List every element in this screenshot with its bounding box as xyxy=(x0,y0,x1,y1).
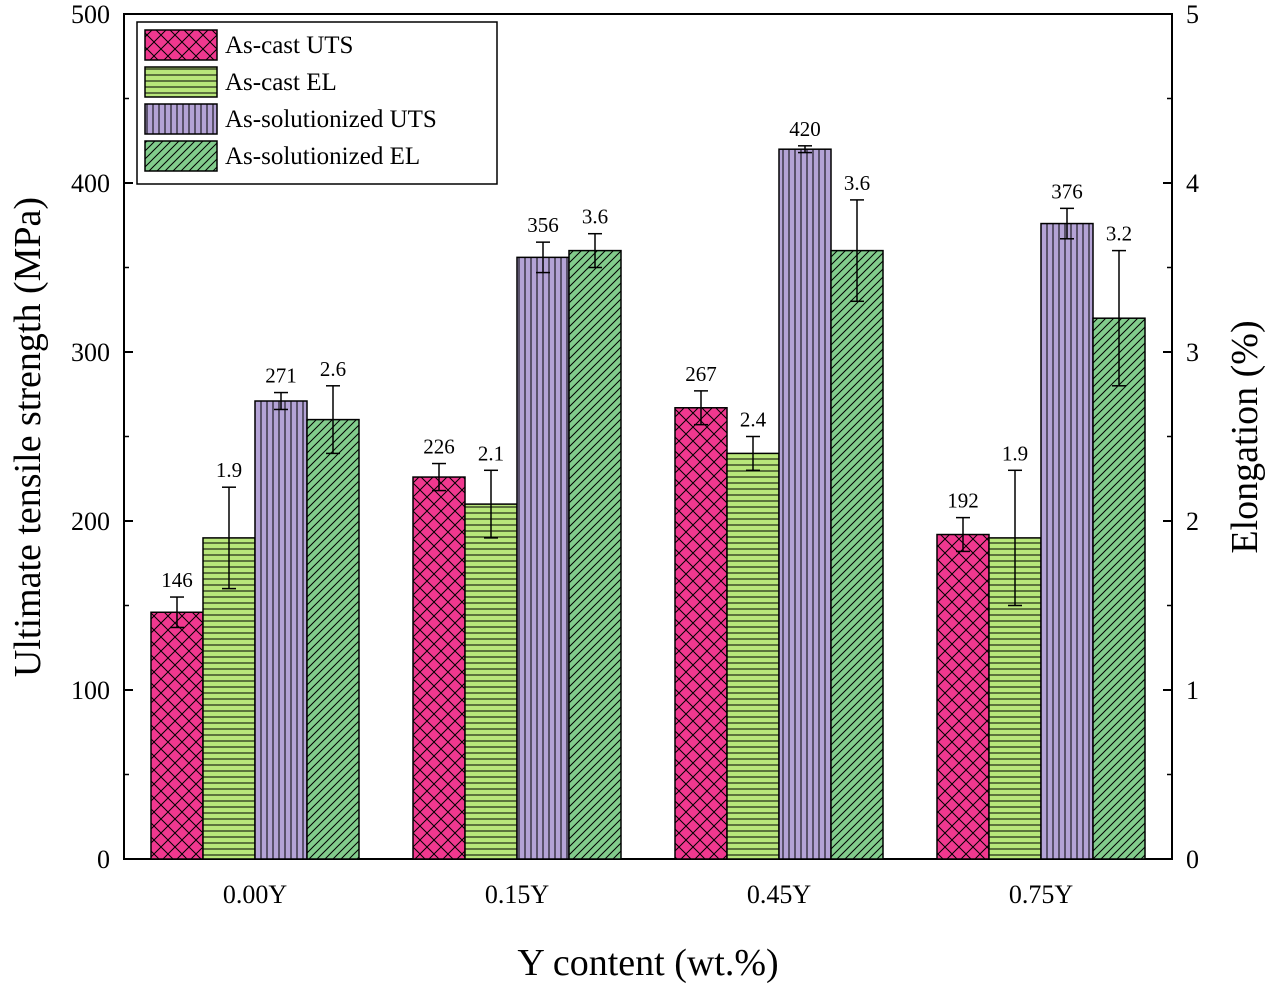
bar-horizontal xyxy=(202,537,256,860)
y2-tick-label: 1 xyxy=(1186,676,1199,705)
data-label: 3.6 xyxy=(844,171,870,195)
bar-crosshatch xyxy=(936,533,990,860)
legend-swatch xyxy=(144,140,218,172)
bar-crosshatch xyxy=(412,476,466,860)
y-tick-label: 500 xyxy=(71,0,110,29)
bar-crosshatch xyxy=(674,407,728,860)
y-tick-label: 300 xyxy=(71,338,110,367)
bar-vertical xyxy=(516,256,570,860)
legend-swatch xyxy=(144,29,218,61)
x-tick-label: 0.00Y xyxy=(223,880,288,909)
y2-tick-label: 4 xyxy=(1186,169,1199,198)
y-axis-title: Ultimate tensile strength (MPa) xyxy=(7,197,49,677)
data-label: 3.2 xyxy=(1106,222,1132,246)
legend-label: As-cast UTS xyxy=(225,32,353,59)
bar-diagonal xyxy=(830,249,884,860)
y2-tick-label: 0 xyxy=(1186,845,1199,874)
legend-label: As-solutionized UTS xyxy=(225,106,437,133)
data-label: 2.1 xyxy=(478,441,504,465)
bar-vertical xyxy=(1040,222,1094,860)
y2-tick-label: 5 xyxy=(1186,0,1199,29)
legend-swatch xyxy=(144,66,218,98)
bar-horizontal xyxy=(726,452,780,860)
x-tick-label: 0.45Y xyxy=(747,880,812,909)
data-label: 3.6 xyxy=(582,205,608,229)
bar-vertical xyxy=(254,400,308,860)
y2-axis-title: Elongation (%) xyxy=(1224,320,1266,553)
y-tick-label: 100 xyxy=(71,676,110,705)
bar-diagonal xyxy=(568,249,622,860)
bar-diagonal xyxy=(306,418,360,860)
data-label: 267 xyxy=(685,362,717,386)
data-label: 192 xyxy=(947,489,979,513)
data-label: 356 xyxy=(527,213,559,237)
data-label: 226 xyxy=(423,435,455,459)
x-tick-label: 0.15Y xyxy=(485,880,550,909)
bar-crosshatch xyxy=(150,611,204,860)
y2-tick-label: 3 xyxy=(1186,338,1199,367)
bar-diagonal xyxy=(1092,317,1146,860)
x-tick-label: 0.75Y xyxy=(1009,880,1074,909)
bar-vertical xyxy=(778,148,832,860)
x-axis-title: Y content (wt.%) xyxy=(517,942,778,984)
y-tick-label: 0 xyxy=(97,845,110,874)
data-label: 1.9 xyxy=(216,458,242,482)
bar-horizontal xyxy=(464,503,518,860)
data-label: 146 xyxy=(161,568,193,592)
data-label: 2.4 xyxy=(740,408,767,432)
data-label: 376 xyxy=(1051,179,1083,203)
data-label: 271 xyxy=(265,364,297,388)
legend-swatch xyxy=(144,103,218,135)
data-label: 1.9 xyxy=(1002,441,1028,465)
data-label: 420 xyxy=(789,117,821,141)
data-label: 2.6 xyxy=(320,357,346,381)
legend-label: As-cast EL xyxy=(225,69,337,96)
y-tick-label: 200 xyxy=(71,507,110,536)
legend-label: As-solutionized EL xyxy=(225,143,420,170)
y-tick-label: 400 xyxy=(71,169,110,198)
y2-tick-label: 2 xyxy=(1186,507,1199,536)
